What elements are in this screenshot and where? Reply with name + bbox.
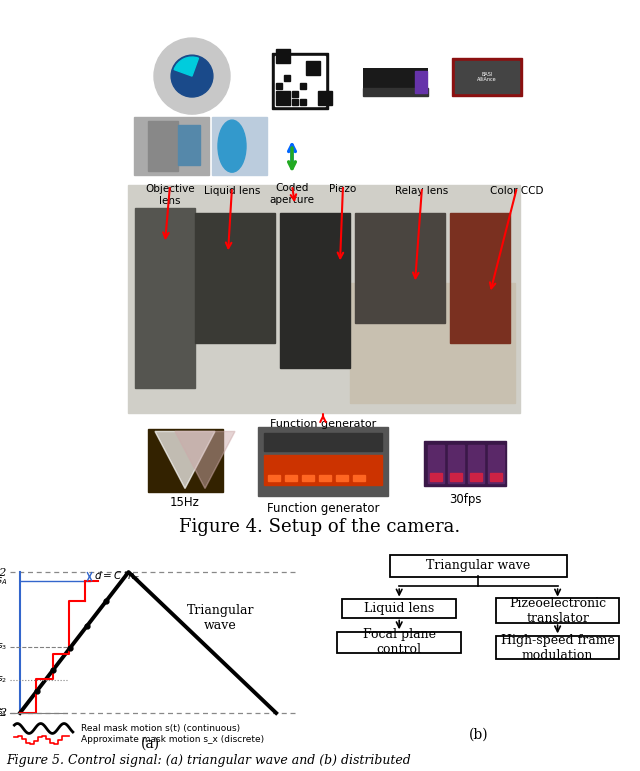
Bar (300, 99, 306, 105)
Bar (355, 214, 445, 323)
Bar (319, 476, 331, 482)
FancyBboxPatch shape (390, 554, 567, 577)
Text: Real mask motion s(t) (continuous): Real mask motion s(t) (continuous) (81, 724, 240, 733)
Bar (275, 56, 325, 106)
Bar (128, 185, 520, 413)
Bar (292, 99, 298, 105)
Bar (134, 117, 209, 175)
Bar (272, 53, 328, 109)
Bar (424, 442, 506, 487)
Text: (a): (a) (141, 736, 161, 750)
Text: Triangular wave: Triangular wave (426, 559, 531, 572)
Bar (195, 214, 275, 343)
Bar (285, 476, 297, 482)
Bar (490, 473, 502, 482)
Bar (415, 71, 427, 93)
Bar (276, 49, 290, 63)
Text: $s_2$: $s_2$ (0, 675, 8, 685)
Bar (212, 117, 267, 175)
Wedge shape (174, 57, 198, 76)
Bar (292, 91, 298, 97)
Bar (264, 433, 382, 452)
Text: $s_3$: $s_3$ (0, 641, 8, 652)
Bar (363, 88, 428, 96)
Text: $d = C\,/\,n_s$: $d = C\,/\,n_s$ (93, 570, 140, 583)
Bar (284, 75, 290, 81)
Bar (264, 456, 382, 486)
Bar (428, 446, 444, 483)
Text: $s_A$: $s_A$ (0, 575, 8, 588)
Bar (148, 121, 178, 171)
Bar (363, 68, 428, 96)
Bar (178, 125, 200, 165)
Bar (276, 83, 282, 89)
Ellipse shape (218, 120, 246, 172)
Bar (488, 446, 504, 483)
Text: Triangular
wave: Triangular wave (187, 604, 254, 632)
FancyBboxPatch shape (496, 636, 620, 659)
Bar (350, 283, 515, 403)
Polygon shape (175, 432, 235, 489)
Text: Objective
lens: Objective lens (145, 184, 195, 206)
Bar (450, 214, 510, 343)
Text: Function generator: Function generator (267, 501, 380, 514)
Text: Approximate mask motion s_x (discrete): Approximate mask motion s_x (discrete) (81, 736, 264, 744)
Text: 30fps: 30fps (449, 493, 481, 506)
Text: Color CCD: Color CCD (490, 186, 544, 196)
Text: 15Hz: 15Hz (170, 496, 200, 509)
Text: BASI
AlliAnce: BASI AlliAnce (477, 72, 497, 82)
Text: Pizeoelectronic
translator: Pizeoelectronic translator (509, 597, 606, 625)
Bar (468, 446, 484, 483)
Bar (276, 91, 290, 105)
Bar (268, 476, 280, 482)
Text: Relay lens: Relay lens (396, 186, 449, 196)
Circle shape (154, 38, 230, 114)
Bar (318, 91, 332, 105)
Text: Liquid lens: Liquid lens (364, 602, 435, 615)
Text: Coded
aperture: Coded aperture (269, 183, 314, 205)
Bar (300, 83, 306, 89)
Text: Figure 4. Setup of the camera.: Figure 4. Setup of the camera. (179, 517, 461, 536)
Bar (135, 208, 195, 389)
FancyBboxPatch shape (496, 598, 620, 623)
Bar (306, 61, 320, 75)
Text: Function generator: Function generator (270, 419, 376, 429)
Text: -C/2: -C/2 (0, 708, 8, 718)
Bar (336, 476, 348, 482)
Text: Liquid lens: Liquid lens (204, 186, 260, 196)
Bar (450, 473, 462, 482)
Text: Focal plane
control: Focal plane control (363, 628, 436, 656)
FancyBboxPatch shape (337, 631, 461, 653)
Polygon shape (155, 432, 215, 489)
Text: C/2: C/2 (0, 567, 8, 577)
Bar (258, 427, 388, 496)
Text: Piezo: Piezo (330, 184, 356, 194)
Bar (148, 429, 223, 491)
Text: (b): (b) (468, 728, 488, 742)
Circle shape (171, 56, 213, 97)
Bar (455, 61, 519, 93)
Bar (470, 473, 482, 482)
Bar (302, 476, 314, 482)
Text: Figure 5. Control signal: (a) triangular wave and (b) distributed: Figure 5. Control signal: (a) triangular… (6, 754, 411, 767)
Bar (448, 446, 464, 483)
Text: High-speed frame
modulation: High-speed frame modulation (500, 634, 614, 662)
Bar (280, 214, 350, 369)
Text: $s_1$: $s_1$ (0, 708, 8, 719)
Bar (430, 473, 442, 482)
Bar (452, 58, 522, 96)
FancyBboxPatch shape (342, 599, 456, 618)
Bar (353, 476, 365, 482)
